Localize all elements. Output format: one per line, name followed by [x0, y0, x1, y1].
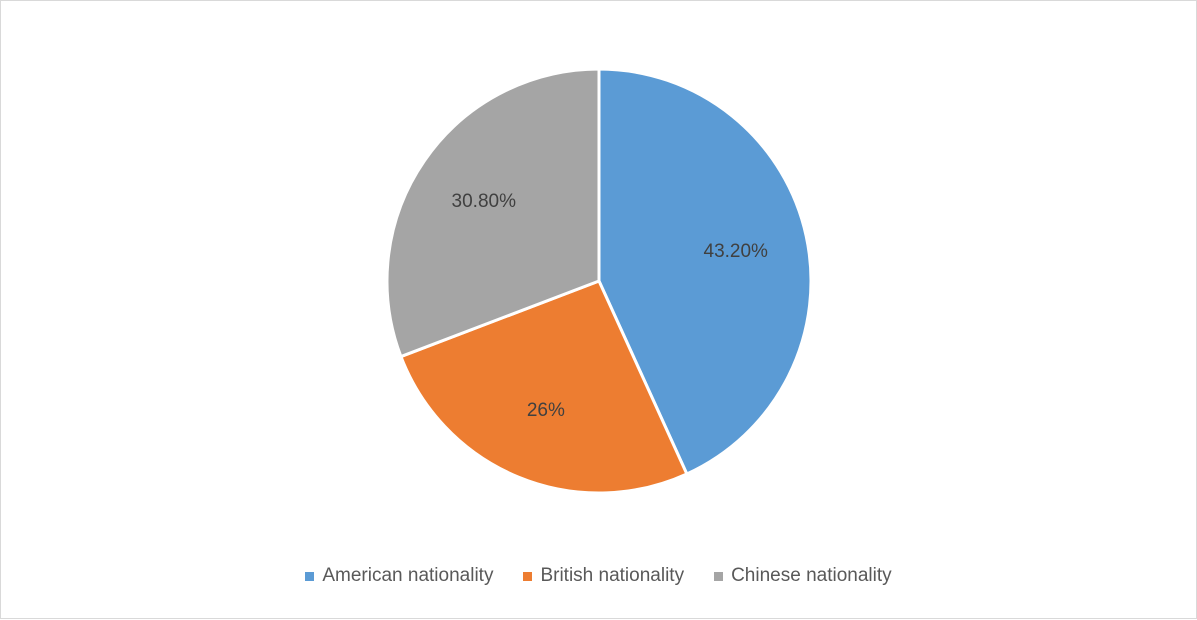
data-label-chinese: 30.80% — [452, 191, 517, 212]
pie-slice-chinese — [385, 67, 601, 359]
legend-swatch-british — [523, 571, 533, 581]
legend: American nationality British nationality C… — [0, 562, 1197, 590]
legend-item-chinese: Chinese nationality — [714, 565, 892, 587]
legend-swatch-chinese — [714, 571, 724, 581]
pie-slice-british — [399, 279, 689, 495]
legend-swatch-american — [305, 571, 315, 581]
legend-item-american: American nationality — [305, 565, 493, 587]
pie-slices — [385, 67, 813, 495]
legend-item-british: British nationality — [523, 565, 684, 587]
legend-label-chinese: Chinese nationality — [731, 565, 892, 586]
pie-data-labels: 43.20% 26% 30.80% — [452, 191, 769, 421]
data-label-british: 26% — [527, 400, 565, 421]
legend-label-british: British nationality — [540, 565, 685, 586]
legend-label-american: American nationality — [322, 565, 494, 586]
data-label-american: 43.20% — [704, 241, 769, 262]
pie-slice-american — [597, 67, 813, 476]
